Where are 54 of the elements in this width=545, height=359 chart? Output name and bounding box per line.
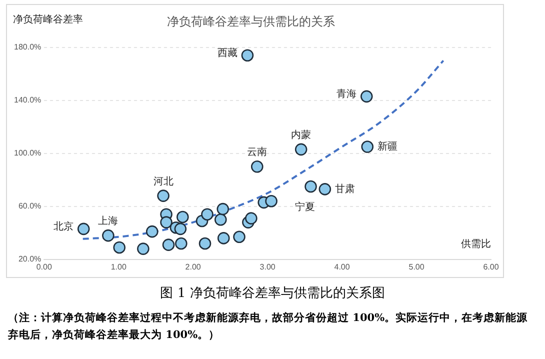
point bbox=[265, 194, 278, 208]
x-tick-label: 1.00 bbox=[110, 262, 127, 272]
point bbox=[175, 237, 188, 250]
point bbox=[77, 222, 90, 236]
point bbox=[201, 208, 214, 220]
point bbox=[304, 180, 317, 193]
x-tick-label: 4.00 bbox=[334, 262, 350, 272]
annotation: 内蒙 bbox=[291, 129, 312, 142]
annotation: 宁夏 bbox=[294, 201, 315, 214]
point bbox=[137, 242, 150, 255]
x-tick-label: 5.00 bbox=[408, 262, 425, 272]
y-tick-label: 20.0% bbox=[18, 254, 42, 264]
point bbox=[198, 237, 212, 250]
y-tick-label: 140.0% bbox=[14, 96, 42, 105]
annotation: 云南 bbox=[247, 146, 268, 158]
point bbox=[176, 210, 189, 224]
y-tick-label: 180.0% bbox=[14, 42, 42, 52]
annotation: 甘肃 bbox=[334, 182, 355, 195]
point bbox=[217, 232, 230, 244]
text: （注：计算净负荷峰谷差率过程中不考虑新能源弃电，故部分省份超过 100%。实际运行中，在考虑新能源弃电后，净负荷峰谷差率最大为 100%。） bbox=[8, 310, 529, 343]
point bbox=[241, 49, 254, 62]
point bbox=[318, 183, 332, 196]
point bbox=[160, 216, 172, 228]
point bbox=[102, 229, 114, 242]
x-tick-label: 3.00 bbox=[260, 262, 276, 272]
point bbox=[113, 241, 126, 254]
point bbox=[214, 214, 227, 226]
x-tick-label: 2.00 bbox=[185, 262, 202, 272]
annotation: 西藏 bbox=[217, 46, 238, 59]
point bbox=[157, 190, 170, 202]
y-axis-title: 净负荷峰谷差率 bbox=[13, 14, 83, 26]
point bbox=[245, 212, 258, 224]
point bbox=[146, 225, 158, 238]
annotation: 河北 bbox=[153, 175, 174, 188]
point bbox=[162, 238, 175, 251]
point bbox=[174, 222, 187, 236]
point bbox=[361, 140, 374, 153]
line-series bbox=[82, 60, 444, 240]
point bbox=[360, 90, 373, 103]
x-tick-label: 6.00 bbox=[483, 262, 500, 272]
annotation: 上海 bbox=[98, 215, 118, 228]
y-tick-label: 60.0% bbox=[18, 202, 42, 211]
y-tick-label: 100.0% bbox=[14, 148, 42, 158]
annotation: 青海 bbox=[336, 88, 357, 100]
x-axis-title: 供需比 bbox=[461, 238, 491, 250]
chart-title: 净负荷峰谷差率与供需比的关系 bbox=[167, 14, 335, 28]
annotation: 北京 bbox=[54, 220, 74, 233]
x-tick-label: 0.00 bbox=[36, 262, 52, 272]
point bbox=[233, 230, 246, 244]
point bbox=[216, 202, 230, 216]
caption: 图 1 净负荷峰谷差率与供需比的关系图 bbox=[159, 285, 386, 302]
annotation: 新疆 bbox=[377, 140, 398, 152]
point bbox=[294, 143, 308, 156]
point bbox=[250, 160, 264, 173]
